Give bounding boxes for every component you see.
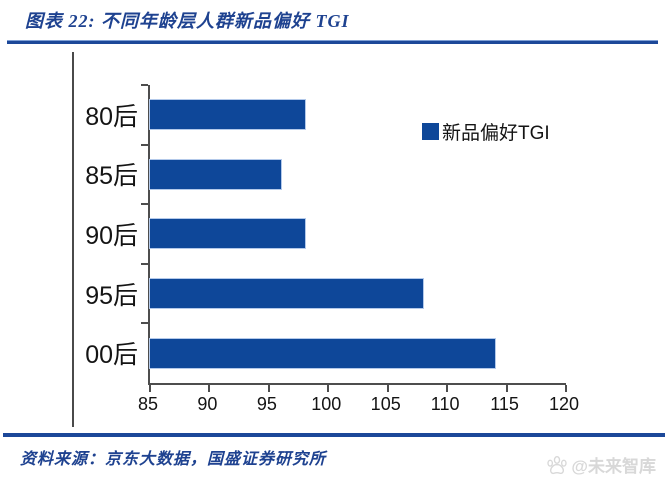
bar-80后 <box>150 100 305 130</box>
bar-row <box>150 85 566 145</box>
paw-logo-icon <box>547 455 568 474</box>
category-label-00后: 00后 <box>85 341 138 370</box>
bar-row <box>150 204 566 264</box>
x-axis-tick <box>446 385 449 392</box>
category-label-85后: 85后 <box>85 162 138 191</box>
bar-85后 <box>150 159 281 189</box>
y-axis-tick <box>141 84 148 86</box>
category-label-90后: 90后 <box>85 221 138 250</box>
x-axis-tick <box>565 385 567 392</box>
watermark: @未来智库 <box>546 452 656 477</box>
category-label-95后: 95后 <box>85 281 138 310</box>
bar-row <box>150 323 566 383</box>
chart-title: 图表 22: 不同年龄层人群新品偏好 TGI <box>25 11 350 31</box>
x-axis-tick <box>267 385 270 392</box>
y-axis-tick <box>141 143 148 146</box>
y-axis-tick <box>141 322 148 325</box>
x-axis-tick <box>505 385 508 392</box>
x-tick-label: 105 <box>370 394 401 414</box>
x-tick-label: 100 <box>311 394 342 414</box>
category-label-80后: 80后 <box>85 102 138 131</box>
watermark-text: @未来智库 <box>571 457 656 476</box>
x-tick-label: 120 <box>548 394 580 414</box>
left-margin-rule <box>72 52 74 427</box>
y-axis-tick <box>141 262 148 265</box>
x-tick-label: 90 <box>197 394 218 414</box>
legend-marker-icon <box>422 123 439 140</box>
x-axis-tick <box>208 385 211 392</box>
legend-label: 新品偏好TGI <box>442 123 550 144</box>
x-tick-label: 110 <box>430 394 460 414</box>
x-tick-label: 115 <box>490 394 519 414</box>
bar-00后 <box>150 338 495 368</box>
x-axis-tick <box>386 385 389 392</box>
x-axis-tick <box>149 385 151 392</box>
footer-divider <box>3 433 665 437</box>
x-tick-label: 95 <box>256 394 277 414</box>
category-axis: 80后 85后 90后 95后 00后 <box>30 85 138 383</box>
bar-row <box>150 145 566 205</box>
x-axis: 85 90 95 100 105 110 115 120 <box>138 394 579 420</box>
plot-area <box>141 84 567 392</box>
source-note: 资料来源：京东大数据，国盛证券研究所 <box>20 451 327 468</box>
bar-95后 <box>150 279 424 309</box>
title-divider <box>7 40 658 44</box>
bar-row <box>150 264 566 324</box>
bar-90后 <box>150 219 305 249</box>
legend: 新品偏好TGI <box>422 118 550 145</box>
x-axis-tick <box>327 385 330 392</box>
x-tick-label: 85 <box>137 394 159 414</box>
y-axis-tick <box>141 203 148 206</box>
